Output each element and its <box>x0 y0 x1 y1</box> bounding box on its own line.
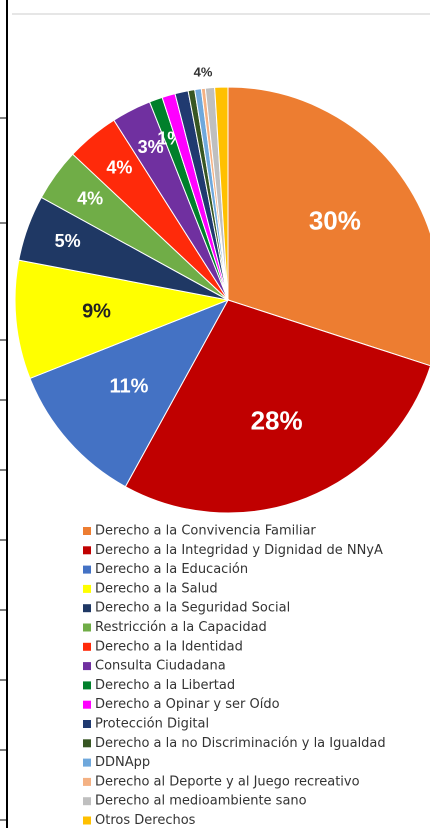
legend-label: Derecho a la Educación <box>95 562 248 577</box>
value-label: 5% <box>55 231 81 251</box>
legend-label: Derecho a la Convivencia Familiar <box>95 524 316 539</box>
annotation: 4% <box>194 64 213 79</box>
legend-label: Derecho a la Integridad y Dignidad de NN… <box>95 543 383 558</box>
legend-swatch <box>83 662 91 671</box>
legend-swatch <box>83 758 91 767</box>
legend-label: Derecho al medioambiente sano <box>95 794 307 809</box>
legend-swatch <box>83 642 91 651</box>
legend-swatch <box>83 797 91 806</box>
legend-swatch <box>83 604 91 613</box>
legend-label: Derecho a la Identidad <box>95 639 243 654</box>
value-label: 30% <box>309 205 361 235</box>
legend-label: Derecho a la no Discriminación y la Igua… <box>95 736 386 751</box>
value-label: 11% <box>109 376 148 398</box>
legend-swatch <box>83 565 91 574</box>
legend-label: DDNApp <box>95 755 150 770</box>
legend-swatch <box>83 681 91 690</box>
pie-slice <box>29 299 230 488</box>
value-label: 4% <box>106 157 132 177</box>
legend-swatch <box>83 739 91 748</box>
legend-label: Derecho al Deporte y al Juego recreativo <box>95 774 360 789</box>
pie-slice <box>14 259 230 380</box>
legend-label: Derecho a la Seguridad Social <box>95 601 290 616</box>
value-label: 28% <box>251 406 303 436</box>
legend-swatch <box>83 777 91 786</box>
pie-slice <box>214 86 229 301</box>
legend-label: Restricción a la Capacidad <box>95 620 267 635</box>
value-label: 3% <box>138 137 164 157</box>
legend-swatch <box>83 546 91 555</box>
legend-swatch <box>83 816 91 825</box>
value-label: 9% <box>82 301 111 323</box>
legend-swatch <box>83 527 91 535</box>
side-ticks <box>0 117 7 821</box>
value-label: 4% <box>77 189 103 209</box>
legend-label: Consulta Ciudadana <box>95 659 226 674</box>
pie-slice <box>124 299 430 514</box>
legend-swatch <box>83 584 91 593</box>
legend-label: Otros Derechos <box>95 813 196 828</box>
legend-label: Derecho a la Libertad <box>95 678 235 693</box>
pie-slice <box>227 86 430 367</box>
legend-label: Protección Digital <box>95 717 209 732</box>
legend-swatch <box>83 623 91 632</box>
legend-label: Derecho a la Salud <box>95 581 218 596</box>
legend-swatch <box>83 720 91 728</box>
legend-label: Derecho a Opinar y ser Oído <box>95 697 280 712</box>
legend-swatch <box>83 700 91 709</box>
